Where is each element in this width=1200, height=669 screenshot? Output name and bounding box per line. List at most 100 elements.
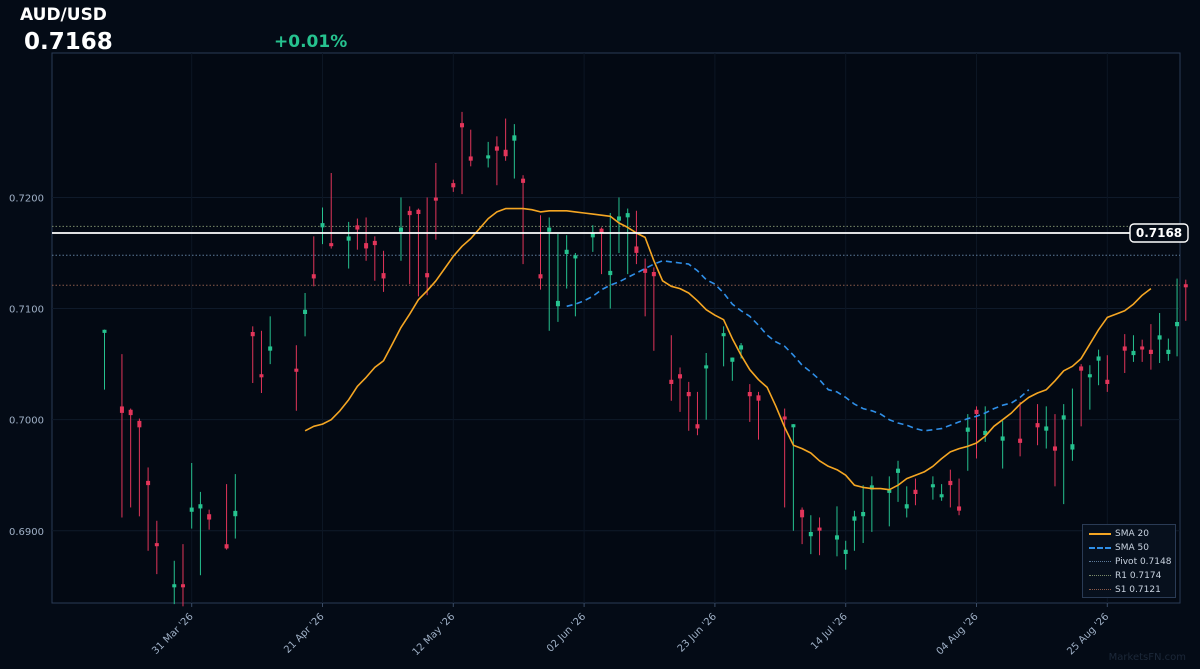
- sma20-line: [304, 207, 1152, 491]
- candle-body: [957, 506, 962, 511]
- candle-body: [939, 494, 944, 498]
- candle-body: [852, 516, 857, 521]
- legend-item-pivot: Pivot 0.7148: [1087, 555, 1175, 569]
- candle-body: [451, 183, 456, 188]
- candle-body: [198, 504, 203, 509]
- legend-item-sma20: SMA 20: [1087, 527, 1175, 541]
- candle-body: [102, 329, 107, 333]
- last-price-tag: [1129, 223, 1189, 243]
- x-tick-label: 14 Jul '26: [809, 611, 850, 652]
- candle-body: [843, 549, 848, 554]
- symbol-title: AUD/USD: [20, 5, 107, 25]
- candle-body: [756, 395, 761, 401]
- legend-item-sma50: SMA 50: [1087, 541, 1175, 555]
- candle-body: [547, 227, 552, 232]
- candle-body: [887, 489, 892, 493]
- candle-body: [616, 216, 621, 221]
- candle-body: [555, 300, 560, 307]
- candle-body: [468, 156, 473, 161]
- x-tick-label: 12 May '26: [411, 611, 458, 658]
- candle-body: [590, 233, 595, 238]
- candle-body: [1018, 438, 1023, 443]
- x-tick-label: 21 Apr '26: [282, 611, 326, 655]
- candle-body: [686, 392, 691, 397]
- y-tick-label: 0.7000: [9, 416, 44, 427]
- candle-body: [1052, 446, 1057, 451]
- candle-body: [494, 146, 499, 151]
- candle-body: [320, 223, 325, 228]
- candle-body: [1044, 426, 1049, 431]
- chart-legend: SMA 20 SMA 50 Pivot 0.7148 R1 0.7174 S1 …: [1082, 524, 1176, 598]
- candle-body: [372, 240, 377, 246]
- legend-swatch-s1: [1089, 589, 1111, 590]
- candle-body: [172, 584, 177, 588]
- candle-body: [1157, 335, 1162, 340]
- candle-body: [329, 243, 334, 247]
- candle-body: [1183, 284, 1188, 288]
- candle-body: [651, 272, 656, 277]
- legend-swatch-sma50: [1089, 547, 1111, 549]
- candle-body: [904, 504, 909, 509]
- candle-body: [146, 480, 151, 486]
- candle-body: [433, 197, 438, 201]
- candle-body: [974, 409, 979, 414]
- candle-body: [1035, 423, 1040, 428]
- candle-body: [364, 243, 369, 249]
- candle-body: [1079, 366, 1084, 371]
- candle-body: [503, 149, 508, 157]
- legend-label: S1 0.7121: [1115, 585, 1161, 595]
- candle-body: [425, 273, 430, 278]
- candle-body: [965, 427, 970, 432]
- candle-body: [1070, 444, 1075, 450]
- candle-body: [564, 249, 569, 254]
- x-tick-label: 02 Jun '26: [545, 611, 588, 654]
- candle-body: [128, 409, 133, 416]
- legend-label: Pivot 0.7148: [1115, 557, 1172, 567]
- candle-body: [398, 227, 403, 232]
- candle-body: [599, 228, 604, 233]
- candle-body: [948, 480, 953, 486]
- candle-body: [355, 225, 360, 230]
- legend-item-r1: R1 0.7174: [1087, 569, 1175, 583]
- candle-body: [930, 484, 935, 488]
- candle-body: [233, 510, 238, 517]
- legend-label: SMA 50: [1115, 543, 1149, 553]
- candle-body: [416, 209, 421, 214]
- x-tick-label: 23 Jun '26: [676, 611, 719, 654]
- candle-body: [1148, 349, 1153, 354]
- candle-body: [695, 424, 700, 429]
- candle-body: [1122, 346, 1127, 351]
- candle-body: [625, 213, 630, 218]
- candle-body: [1096, 356, 1101, 361]
- candle-body: [207, 514, 212, 520]
- candle-body: [460, 123, 465, 128]
- x-tick-label: 31 Mar '26: [150, 611, 196, 657]
- sma50-line: [566, 259, 1030, 432]
- candle-body: [180, 584, 185, 588]
- candle-body: [817, 527, 822, 531]
- candle-body: [154, 543, 159, 547]
- candle-body: [669, 379, 674, 384]
- candle-body: [381, 273, 386, 279]
- candle-body: [1175, 322, 1180, 327]
- candle-body: [294, 368, 299, 372]
- candle-body: [791, 424, 796, 428]
- candle-body: [1105, 379, 1110, 384]
- candle-body: [1166, 349, 1171, 354]
- candle-layer: [102, 111, 1188, 607]
- legend-item-s1: S1 0.7121: [1087, 583, 1175, 597]
- candle-body: [512, 135, 517, 141]
- candle-body: [739, 345, 744, 350]
- price-layer: 0.7168: [52, 223, 1189, 243]
- x-tick-label: 04 Aug '26: [935, 611, 981, 657]
- candle-body: [983, 430, 988, 436]
- legend-label: SMA 20: [1115, 529, 1149, 539]
- plot-frame: [51, 52, 1181, 604]
- price-change: +0.01%: [274, 32, 348, 52]
- candle-body: [721, 333, 726, 337]
- candle-body: [407, 210, 412, 216]
- level-layer: [52, 225, 1180, 286]
- candle-body: [913, 489, 918, 494]
- candle-body: [189, 507, 194, 512]
